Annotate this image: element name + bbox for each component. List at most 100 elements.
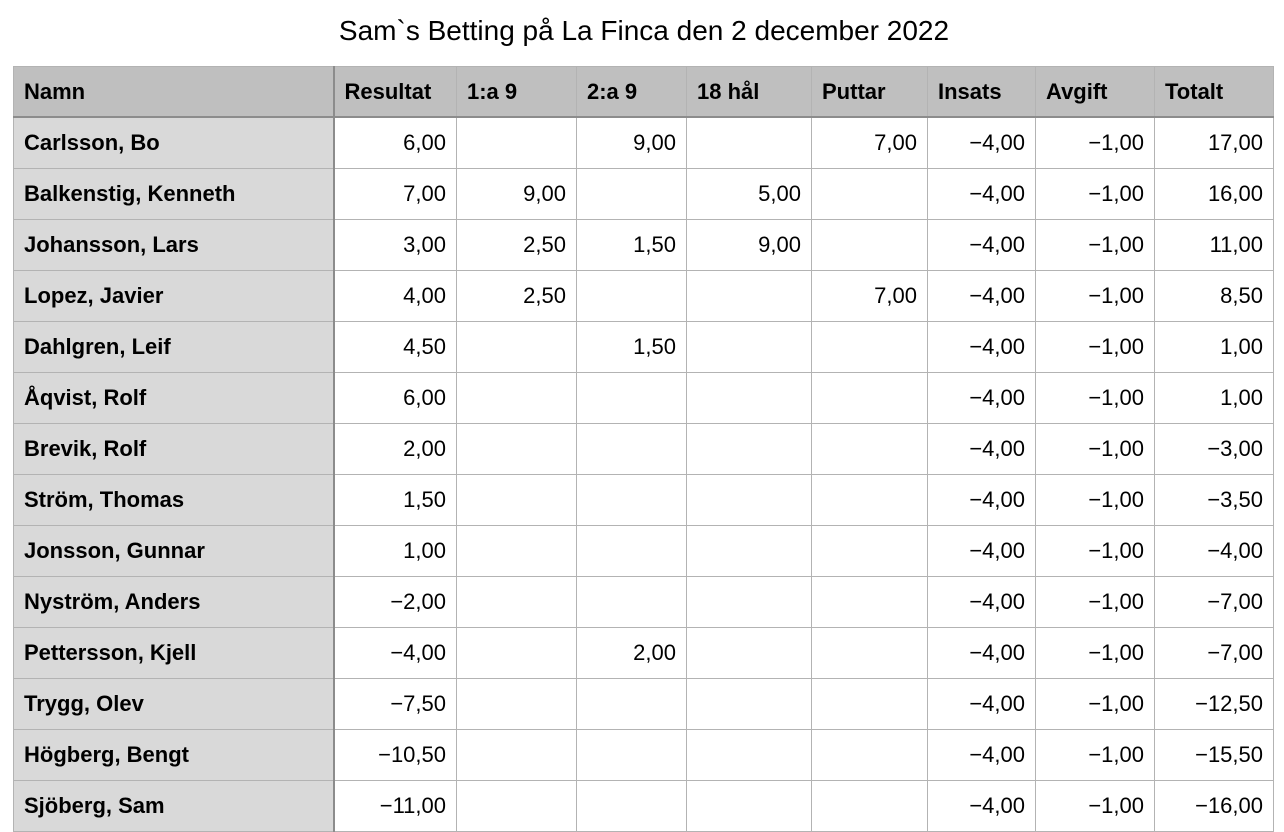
puttar-cell[interactable]: 7,00 — [811, 270, 928, 322]
first-nine-cell[interactable] — [456, 321, 577, 373]
player-name-cell[interactable]: Ström, Thomas — [13, 474, 335, 526]
second-nine-cell[interactable]: 9,00 — [576, 116, 687, 169]
totalt-cell[interactable]: 8,50 — [1154, 270, 1274, 322]
eighteen-holes-cell[interactable] — [686, 423, 812, 475]
eighteen-holes-cell[interactable] — [686, 116, 812, 169]
avgift-cell[interactable]: −1,00 — [1035, 780, 1155, 832]
second-nine-cell[interactable] — [576, 729, 687, 781]
first-nine-cell[interactable] — [456, 627, 577, 679]
column-header-second-nine[interactable]: 2:a 9 — [576, 66, 687, 118]
eighteen-holes-cell[interactable] — [686, 576, 812, 628]
puttar-cell[interactable] — [811, 219, 928, 271]
insats-cell[interactable]: −4,00 — [927, 780, 1036, 832]
insats-cell[interactable]: −4,00 — [927, 116, 1036, 169]
totalt-cell[interactable]: −7,00 — [1154, 576, 1274, 628]
avgift-cell[interactable]: −1,00 — [1035, 423, 1155, 475]
player-name-cell[interactable]: Carlsson, Bo — [13, 116, 335, 169]
totalt-cell[interactable]: −7,00 — [1154, 627, 1274, 679]
first-nine-cell[interactable] — [456, 729, 577, 781]
avgift-cell[interactable]: −1,00 — [1035, 627, 1155, 679]
totalt-cell[interactable]: −15,50 — [1154, 729, 1274, 781]
puttar-cell[interactable] — [811, 678, 928, 730]
column-header-avgift[interactable]: Avgift — [1035, 66, 1155, 118]
insats-cell[interactable]: −4,00 — [927, 678, 1036, 730]
first-nine-cell[interactable]: 2,50 — [456, 219, 577, 271]
eighteen-holes-cell[interactable] — [686, 372, 812, 424]
player-name-cell[interactable]: Pettersson, Kjell — [13, 627, 335, 679]
first-nine-cell[interactable]: 2,50 — [456, 270, 577, 322]
avgift-cell[interactable]: −1,00 — [1035, 525, 1155, 577]
puttar-cell[interactable] — [811, 627, 928, 679]
column-header-totalt[interactable]: Totalt — [1154, 66, 1274, 118]
player-name-cell[interactable]: Trygg, Olev — [13, 678, 335, 730]
puttar-cell[interactable] — [811, 729, 928, 781]
totalt-cell[interactable]: −3,50 — [1154, 474, 1274, 526]
resultat-cell[interactable]: −11,00 — [333, 780, 457, 832]
resultat-cell[interactable]: 7,00 — [333, 168, 457, 220]
insats-cell[interactable]: −4,00 — [927, 321, 1036, 373]
eighteen-holes-cell[interactable] — [686, 525, 812, 577]
second-nine-cell[interactable] — [576, 423, 687, 475]
insats-cell[interactable]: −4,00 — [927, 729, 1036, 781]
resultat-cell[interactable]: 1,00 — [333, 525, 457, 577]
player-name-cell[interactable]: Dahlgren, Leif — [13, 321, 335, 373]
insats-cell[interactable]: −4,00 — [927, 525, 1036, 577]
totalt-cell[interactable]: 1,00 — [1154, 321, 1274, 373]
second-nine-cell[interactable]: 2,00 — [576, 627, 687, 679]
first-nine-cell[interactable] — [456, 474, 577, 526]
second-nine-cell[interactable]: 1,50 — [576, 321, 687, 373]
puttar-cell[interactable] — [811, 525, 928, 577]
totalt-cell[interactable]: −4,00 — [1154, 525, 1274, 577]
puttar-cell[interactable] — [811, 321, 928, 373]
insats-cell[interactable]: −4,00 — [927, 168, 1036, 220]
first-nine-cell[interactable] — [456, 678, 577, 730]
avgift-cell[interactable]: −1,00 — [1035, 729, 1155, 781]
first-nine-cell[interactable] — [456, 423, 577, 475]
avgift-cell[interactable]: −1,00 — [1035, 321, 1155, 373]
resultat-cell[interactable]: 2,00 — [333, 423, 457, 475]
second-nine-cell[interactable] — [576, 168, 687, 220]
second-nine-cell[interactable] — [576, 474, 687, 526]
totalt-cell[interactable]: −16,00 — [1154, 780, 1274, 832]
player-name-cell[interactable]: Nyström, Anders — [13, 576, 335, 628]
second-nine-cell[interactable]: 1,50 — [576, 219, 687, 271]
player-name-cell[interactable]: Jonsson, Gunnar — [13, 525, 335, 577]
totalt-cell[interactable]: 17,00 — [1154, 116, 1274, 169]
eighteen-holes-cell[interactable] — [686, 678, 812, 730]
avgift-cell[interactable]: −1,00 — [1035, 576, 1155, 628]
column-header-18-holes[interactable]: 18 hål — [686, 66, 812, 118]
resultat-cell[interactable]: 6,00 — [333, 116, 457, 169]
puttar-cell[interactable] — [811, 372, 928, 424]
insats-cell[interactable]: −4,00 — [927, 270, 1036, 322]
resultat-cell[interactable]: −10,50 — [333, 729, 457, 781]
avgift-cell[interactable]: −1,00 — [1035, 372, 1155, 424]
second-nine-cell[interactable] — [576, 678, 687, 730]
player-name-cell[interactable]: Sjöberg, Sam — [13, 780, 335, 832]
eighteen-holes-cell[interactable] — [686, 474, 812, 526]
first-nine-cell[interactable] — [456, 525, 577, 577]
eighteen-holes-cell[interactable] — [686, 780, 812, 832]
totalt-cell[interactable]: 16,00 — [1154, 168, 1274, 220]
first-nine-cell[interactable] — [456, 780, 577, 832]
player-name-cell[interactable]: Åqvist, Rolf — [13, 372, 335, 424]
first-nine-cell[interactable]: 9,00 — [456, 168, 577, 220]
eighteen-holes-cell[interactable] — [686, 270, 812, 322]
second-nine-cell[interactable] — [576, 270, 687, 322]
insats-cell[interactable]: −4,00 — [927, 627, 1036, 679]
column-header-resultat[interactable]: Resultat — [333, 66, 457, 118]
first-nine-cell[interactable] — [456, 372, 577, 424]
second-nine-cell[interactable] — [576, 576, 687, 628]
player-name-cell[interactable]: Johansson, Lars — [13, 219, 335, 271]
column-header-insats[interactable]: Insats — [927, 66, 1036, 118]
puttar-cell[interactable] — [811, 423, 928, 475]
resultat-cell[interactable]: 4,50 — [333, 321, 457, 373]
avgift-cell[interactable]: −1,00 — [1035, 270, 1155, 322]
resultat-cell[interactable]: 1,50 — [333, 474, 457, 526]
totalt-cell[interactable]: 11,00 — [1154, 219, 1274, 271]
avgift-cell[interactable]: −1,00 — [1035, 168, 1155, 220]
resultat-cell[interactable]: −2,00 — [333, 576, 457, 628]
player-name-cell[interactable]: Högberg, Bengt — [13, 729, 335, 781]
eighteen-holes-cell[interactable]: 5,00 — [686, 168, 812, 220]
avgift-cell[interactable]: −1,00 — [1035, 219, 1155, 271]
insats-cell[interactable]: −4,00 — [927, 423, 1036, 475]
